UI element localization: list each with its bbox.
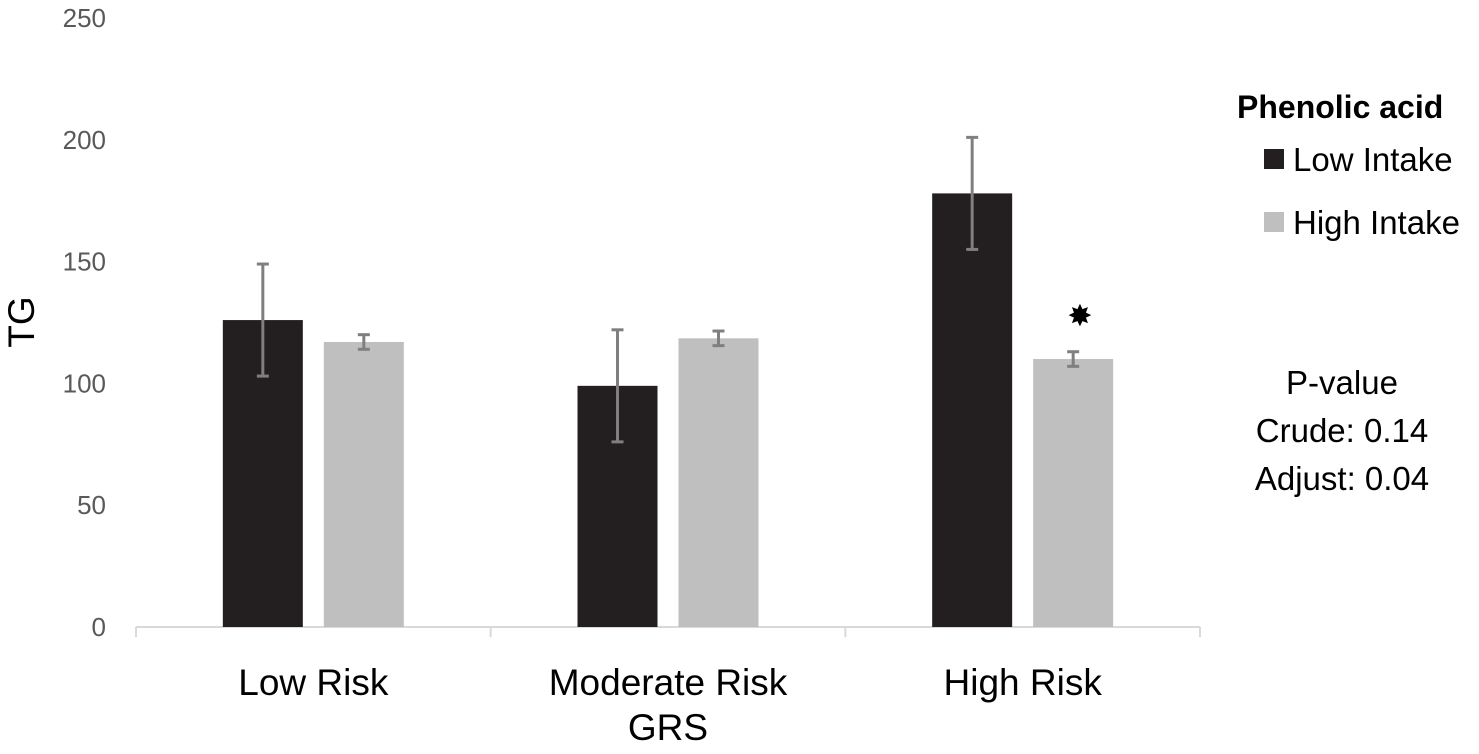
- p-value-crude: Crude: 0.14: [1256, 412, 1428, 449]
- y-axis-ticks: 0 50 100 150 200 250: [63, 3, 106, 642]
- y-tick-label: 0: [92, 612, 106, 642]
- bar: [1033, 359, 1114, 627]
- bars-group: [222, 193, 1114, 627]
- legend-label-high-intake: High Intake: [1293, 204, 1460, 241]
- category-label: Moderate Risk: [549, 662, 788, 703]
- category-label: Low Risk: [238, 662, 389, 703]
- p-value-title: P-value: [1286, 364, 1398, 401]
- bar: [678, 338, 759, 627]
- y-tick-label: 50: [77, 490, 106, 520]
- y-tick-label: 150: [63, 247, 106, 277]
- legend-swatch-high-intake: [1264, 212, 1284, 232]
- bar: [932, 193, 1013, 627]
- y-tick-label: 250: [63, 3, 106, 33]
- category-label: High Risk: [944, 662, 1103, 703]
- legend-label-low-intake: Low Intake: [1293, 141, 1453, 178]
- y-tick-label: 100: [63, 368, 106, 398]
- y-axis-label: TG: [1, 296, 42, 347]
- error-bars-group: [256, 135, 1080, 444]
- category-labels: Low Risk Moderate Risk High Risk: [238, 662, 1102, 703]
- p-value-box: P-value Crude: 0.14 Adjust: 0.04: [1255, 364, 1429, 497]
- legend-title: Phenolic acid: [1237, 89, 1443, 125]
- p-value-adjust: Adjust: 0.04: [1255, 460, 1429, 497]
- legend: Phenolic acid Low Intake High Intake: [1237, 89, 1460, 241]
- x-axis-label: GRS: [628, 707, 708, 748]
- legend-swatch-low-intake: [1264, 149, 1284, 169]
- x-axis-tick-marks: [135, 627, 1201, 637]
- y-tick-label: 200: [63, 125, 106, 155]
- significance-star: ✸: [1067, 300, 1092, 333]
- bar: [323, 341, 404, 627]
